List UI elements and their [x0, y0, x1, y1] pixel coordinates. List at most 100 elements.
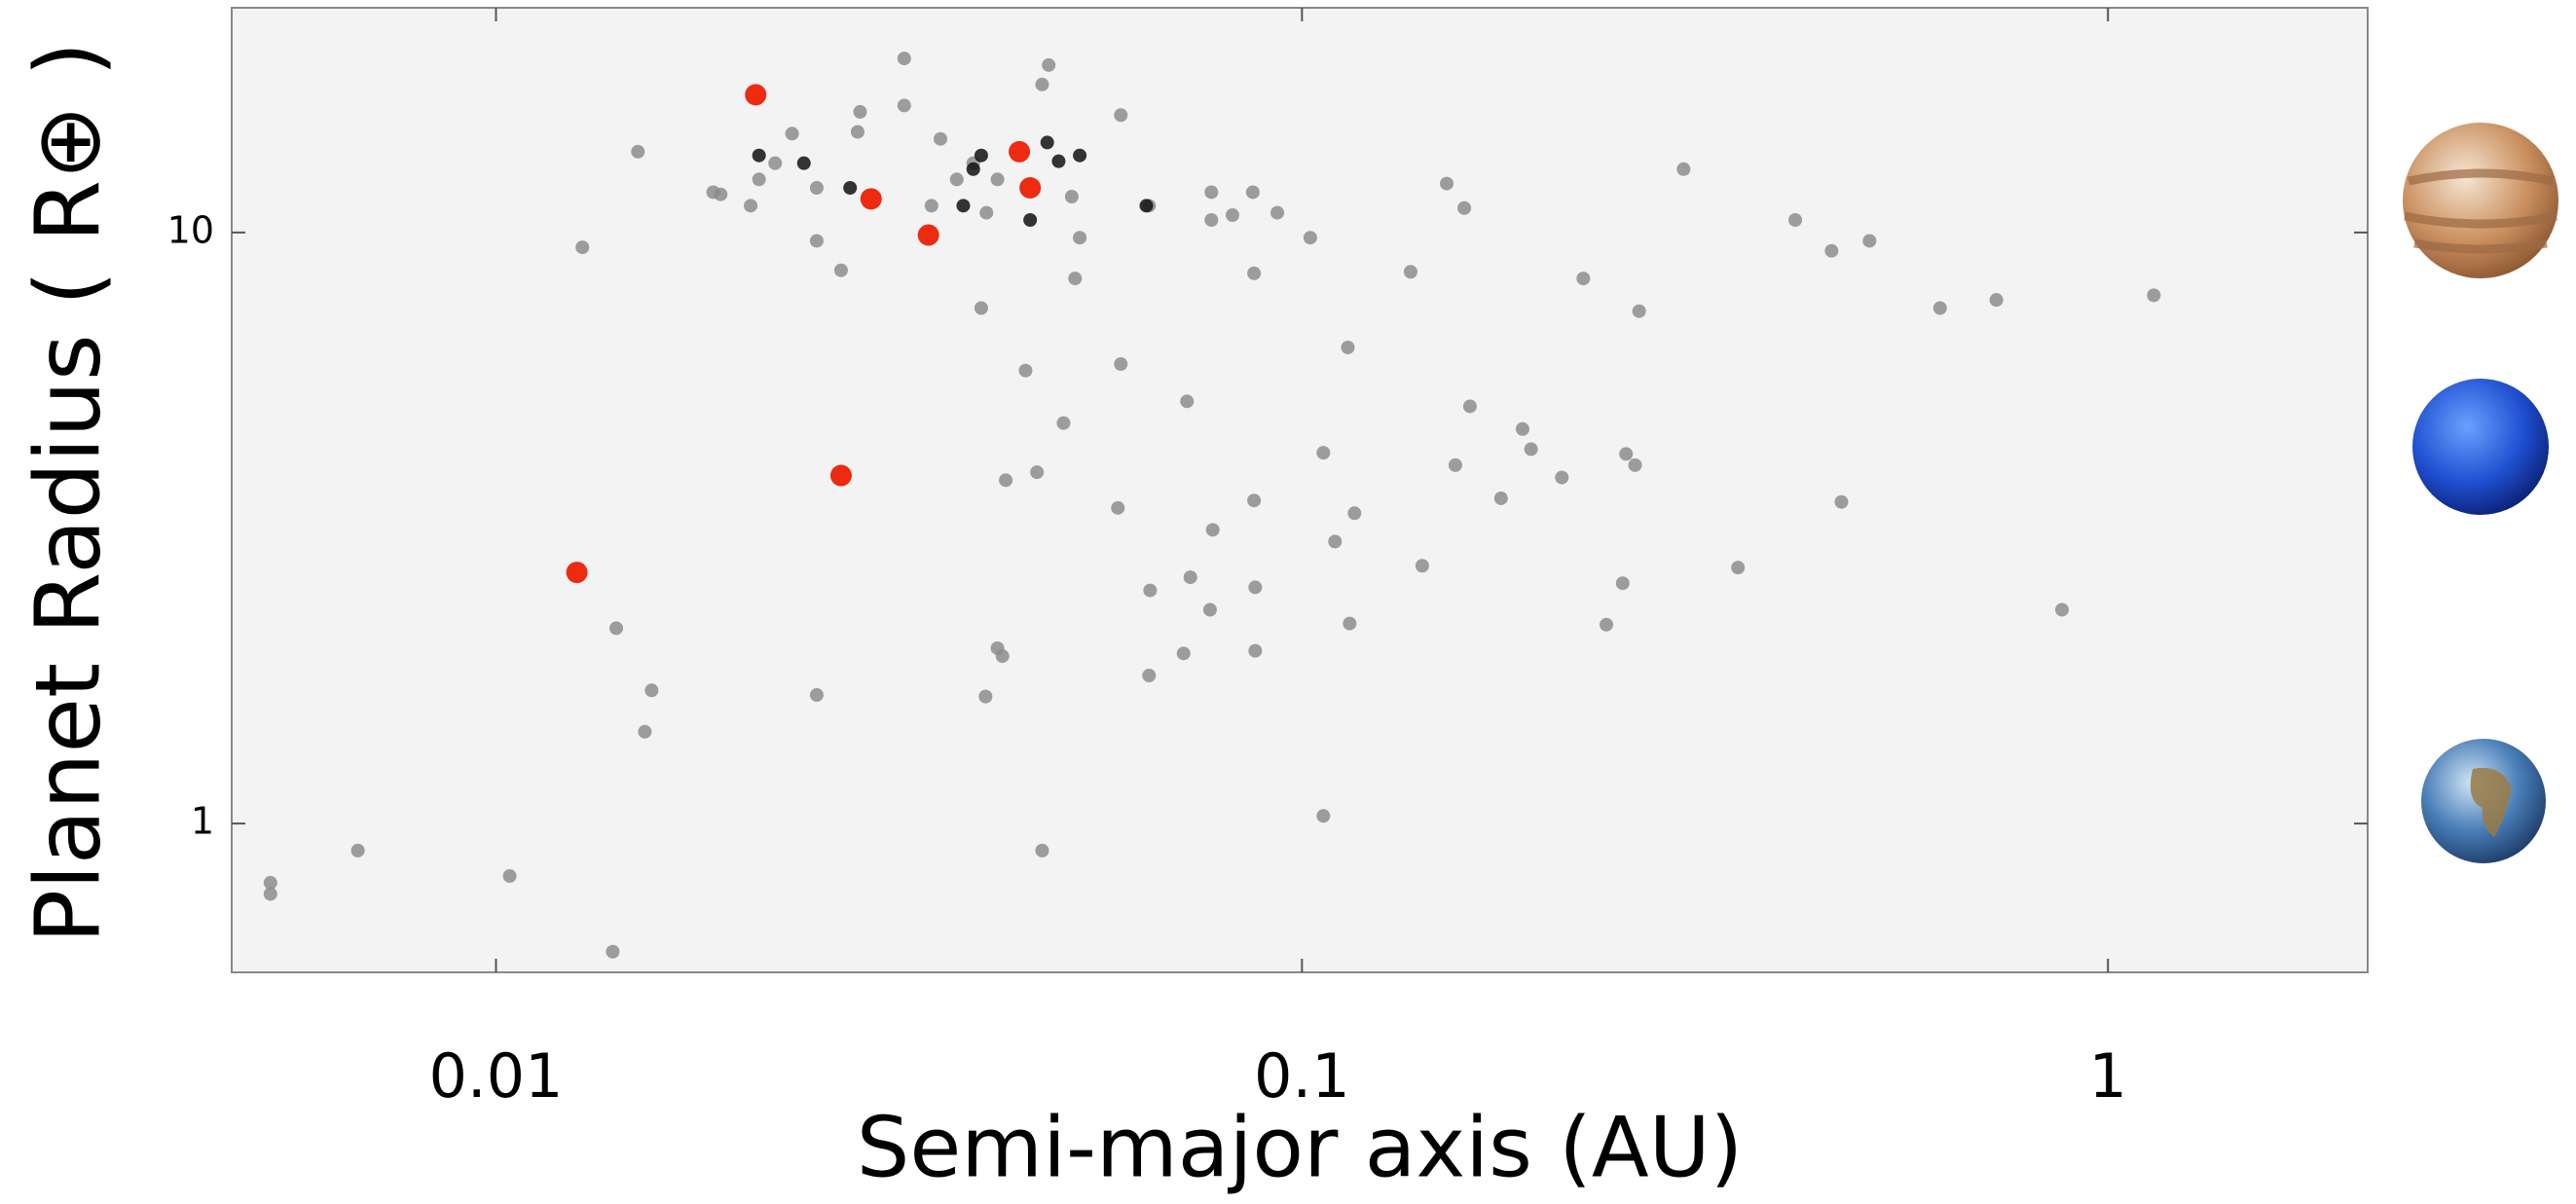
- data-point: [1205, 523, 1220, 537]
- data-point: [1023, 213, 1038, 228]
- data-point: [850, 125, 865, 139]
- data-point: [638, 724, 652, 739]
- data-point: [1515, 421, 1529, 436]
- data-point: [897, 98, 911, 113]
- data-point: [853, 104, 867, 119]
- data-point: [860, 188, 882, 210]
- data-point: [1731, 561, 1746, 575]
- data-point: [1462, 399, 1477, 414]
- data-point: [999, 473, 1013, 488]
- data-point: [263, 887, 277, 901]
- data-point: [1245, 185, 1260, 200]
- data-point: [2055, 602, 2070, 617]
- data-point: [566, 562, 588, 584]
- data-point: [714, 187, 728, 201]
- data-point: [1019, 176, 1042, 199]
- data-point: [809, 688, 824, 703]
- data-point: [752, 172, 766, 187]
- data-point: [1064, 190, 1079, 204]
- data-point: [1932, 301, 1947, 315]
- data-point: [796, 156, 811, 170]
- data-point: [1180, 394, 1195, 409]
- data-point: [1341, 340, 1355, 354]
- data-point: [1035, 843, 1049, 857]
- data-point: [995, 649, 1010, 664]
- data-point: [1035, 77, 1049, 91]
- data-point: [752, 148, 766, 163]
- data-point: [1143, 583, 1158, 598]
- data-point: [974, 301, 988, 315]
- data-point: [575, 240, 590, 255]
- data-point: [1448, 457, 1462, 472]
- data-point: [1316, 446, 1331, 460]
- jupiter-icon: [2403, 123, 2558, 278]
- data-point: [829, 464, 852, 487]
- data-point: [1524, 442, 1538, 456]
- x-tick-label: 0.1: [1254, 1040, 1350, 1112]
- data-point: [1788, 213, 1803, 228]
- data-point: [956, 199, 971, 213]
- data-point: [1142, 669, 1157, 683]
- data-point: [897, 52, 911, 66]
- data-point: [785, 127, 799, 141]
- earth-land: [2470, 767, 2512, 837]
- data-point: [1226, 208, 1239, 223]
- data-point: [809, 234, 824, 248]
- data-point: [1009, 140, 1031, 163]
- data-point: [1343, 616, 1357, 631]
- data-point: [966, 162, 980, 176]
- data-point: [609, 621, 624, 636]
- data-point: [768, 156, 783, 170]
- data-point: [1204, 213, 1219, 228]
- data-point: [1619, 447, 1634, 461]
- data-point: [1303, 231, 1317, 245]
- data-point: [1056, 416, 1071, 430]
- x-axis-label: Semi-major axis (AU): [857, 1099, 1743, 1196]
- data-point: [263, 875, 277, 890]
- data-point: [1555, 470, 1569, 485]
- data-point: [1068, 272, 1083, 286]
- data-point: [1628, 457, 1642, 472]
- data-point: [1862, 234, 1877, 248]
- data-point: [1042, 57, 1056, 72]
- data-point: [1615, 576, 1630, 591]
- data-point: [978, 689, 993, 704]
- data-point: [974, 148, 988, 163]
- data-point: [745, 84, 767, 106]
- data-point: [833, 263, 848, 277]
- data-point: [924, 199, 938, 213]
- data-point: [1328, 534, 1343, 549]
- data-point: [744, 199, 758, 213]
- neptune-icon: [2412, 379, 2549, 515]
- data-point: [350, 843, 365, 857]
- data-point: [1183, 570, 1197, 585]
- data-point: [1440, 176, 1454, 191]
- y-axis-label: Planet Radius ( R⊕ ): [16, 42, 120, 944]
- data-point: [1493, 491, 1508, 505]
- data-point: [1247, 266, 1262, 280]
- data-point: [1204, 185, 1219, 200]
- y-tick-label: 1: [191, 800, 214, 843]
- planet-icons: [2403, 123, 2558, 863]
- data-point: [1270, 205, 1285, 220]
- data-point: [1632, 304, 1646, 318]
- data-point: [1316, 809, 1331, 823]
- data-point: [1824, 243, 1839, 258]
- data-point: [1139, 199, 1154, 213]
- data-point: [1018, 363, 1033, 378]
- data-point: [1415, 559, 1429, 573]
- data-point: [2147, 288, 2161, 303]
- data-point: [1576, 272, 1591, 286]
- data-point: [1073, 148, 1087, 163]
- data-point: [1347, 506, 1362, 521]
- x-tick-label: 1: [2089, 1040, 2127, 1112]
- data-point: [809, 180, 824, 195]
- data-point: [949, 172, 964, 187]
- data-point: [1202, 602, 1217, 617]
- data-point: [1040, 135, 1054, 150]
- data-point: [1030, 465, 1045, 480]
- data-point: [1073, 231, 1087, 245]
- data-point: [1248, 580, 1263, 595]
- data-point: [1114, 357, 1128, 372]
